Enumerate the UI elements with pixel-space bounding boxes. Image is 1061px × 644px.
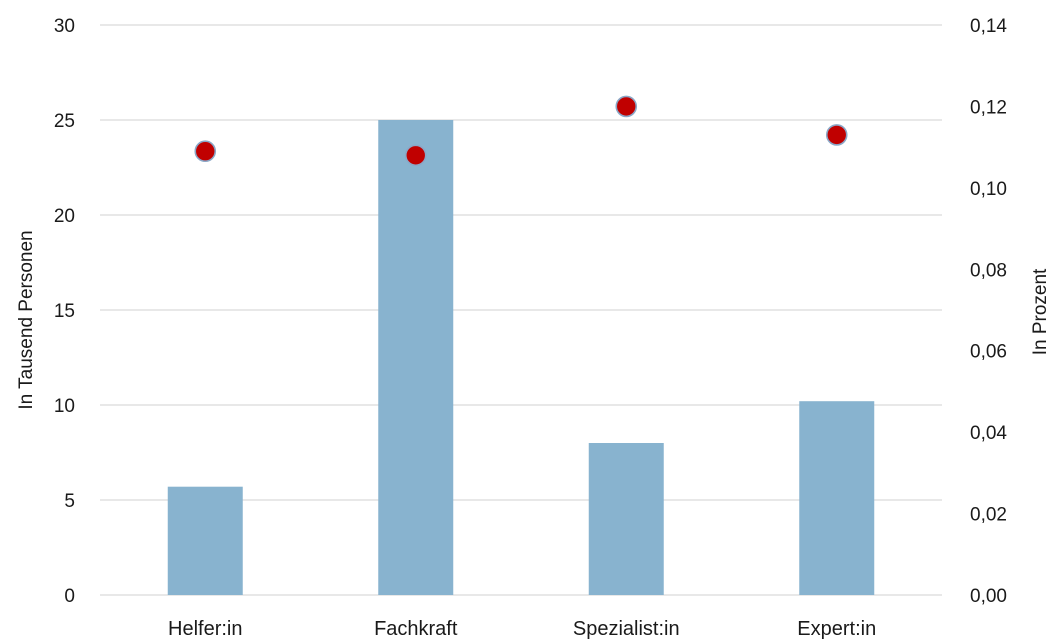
bar [588,443,664,595]
category-labels: Helfer:in Fachkraft Spezialist:in Expert:in [168,618,876,640]
data-point [194,140,217,163]
data-point [615,95,638,118]
bar-series [167,120,875,595]
bar [167,486,243,595]
point-series [194,95,848,167]
left-tick-label: 20 [54,206,75,227]
category-label: Helfer:in [168,618,242,640]
data-point [404,144,427,167]
left-tick-label: 25 [54,111,75,132]
bar [378,120,454,595]
right-tick-label: 0,14 [970,16,1007,37]
bar [799,401,875,595]
category-label: Fachkraft [374,618,458,640]
left-axis-ticks: 0 5 10 15 20 25 30 [54,16,75,607]
right-axis-ticks: 0,00 0,02 0,04 0,06 0,08 0,10 0,12 0,14 [970,16,1007,607]
data-point [825,124,848,146]
right-tick-label: 0,06 [970,342,1007,363]
right-tick-label: 0,02 [970,505,1007,526]
left-tick-label: 30 [54,16,75,37]
left-tick-label: 5 [64,491,75,512]
left-tick-label: 10 [54,396,75,417]
right-tick-label: 0,12 [970,97,1007,118]
left-axis-title: In Tausend Personen [16,230,37,409]
category-label: Expert:in [797,618,876,640]
category-label: Spezialist:in [573,618,680,640]
right-tick-label: 0,10 [970,179,1007,200]
right-axis-title: In Prozent [1030,268,1051,355]
left-tick-label: 0 [64,586,75,607]
right-tick-label: 0,04 [970,423,1007,444]
right-tick-label: 0,00 [970,586,1007,607]
right-tick-label: 0,08 [970,260,1007,281]
left-tick-label: 15 [54,301,75,322]
